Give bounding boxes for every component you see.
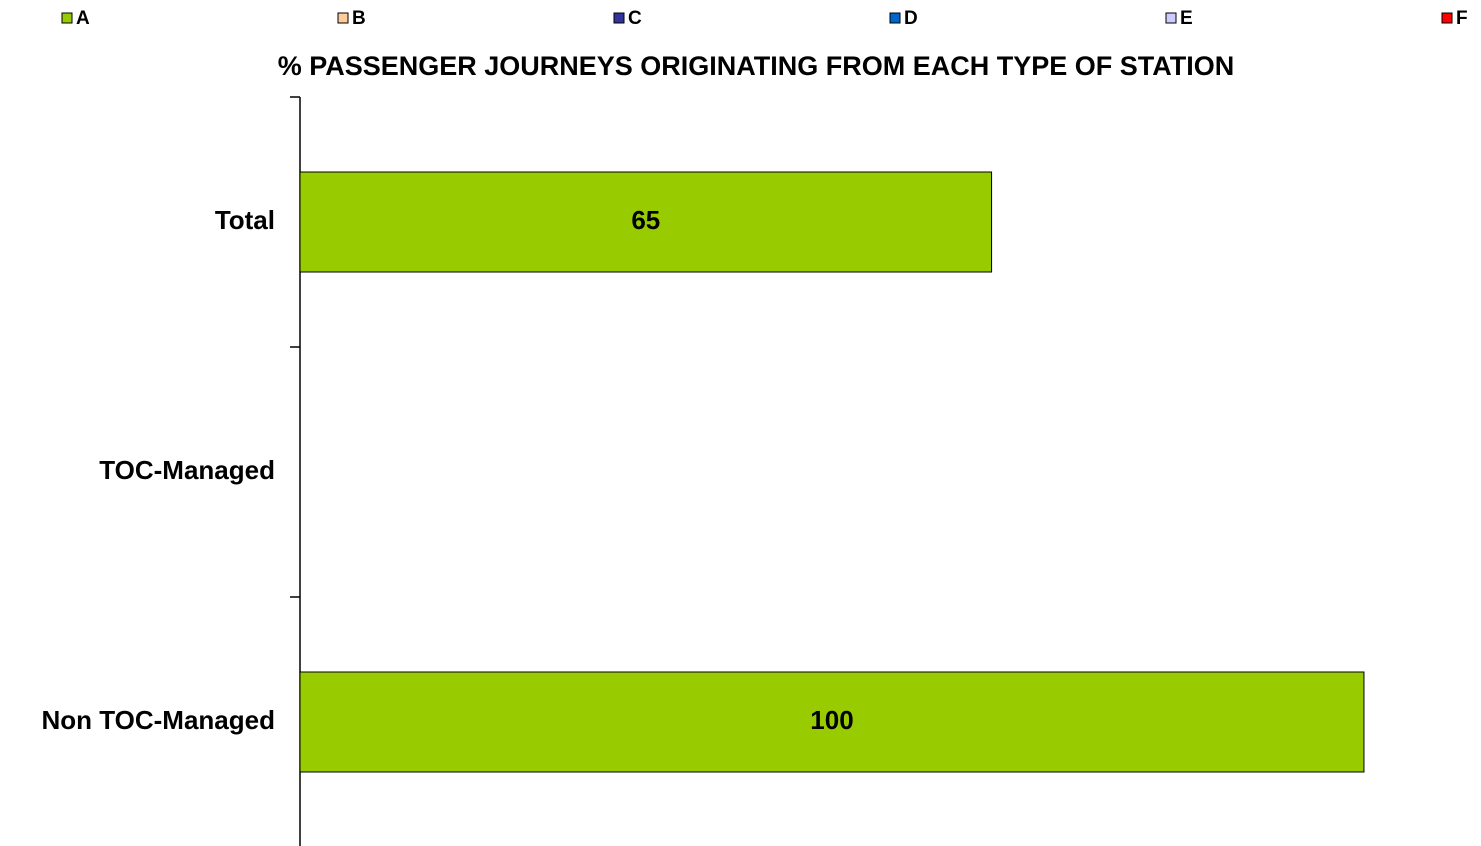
category-label: Non TOC-Managed: [41, 705, 275, 735]
legend-label: B: [352, 8, 366, 29]
legend-swatch: [889, 12, 901, 24]
chart-title: % PASSENGER JOURNEYS ORIGINATING FROM EA…: [278, 51, 1235, 81]
category-label: Total: [215, 205, 275, 235]
legend-label: C: [628, 8, 642, 29]
legend-swatch: [613, 12, 625, 24]
bar: [299, 671, 1365, 773]
legend-swatch: [337, 12, 349, 24]
legend-swatch: [1441, 12, 1453, 24]
legend-label: D: [904, 8, 918, 29]
value-label: 65: [631, 205, 660, 235]
legend-label: E: [1180, 8, 1193, 29]
category-label: TOC-Managed: [99, 455, 275, 485]
legend-swatch: [61, 12, 73, 24]
value-label: 100: [810, 705, 853, 735]
bar: [299, 171, 993, 273]
legend-label: F: [1456, 8, 1468, 29]
legend-swatch: [1165, 12, 1177, 24]
legend-label: A: [76, 8, 90, 29]
